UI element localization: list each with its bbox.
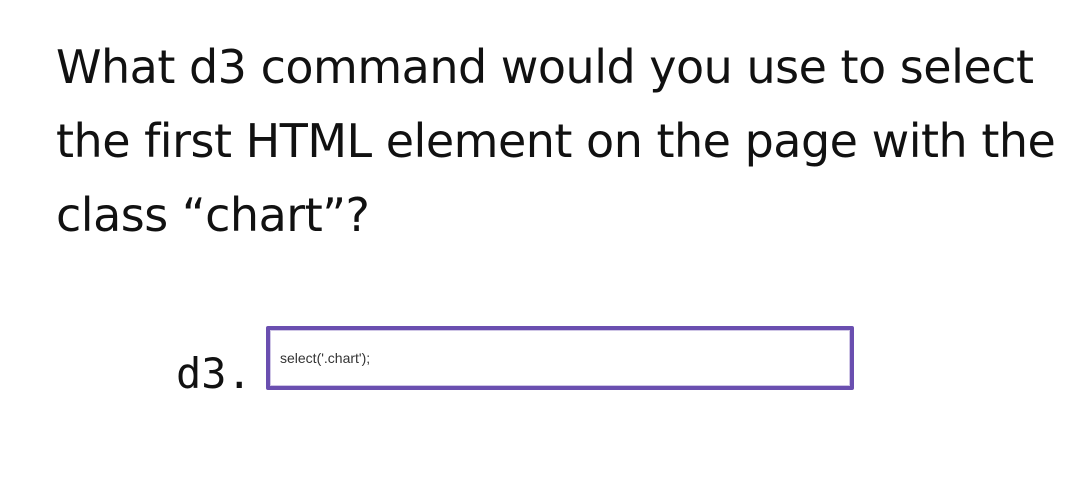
answer-input[interactable]: [266, 326, 854, 390]
question-text: What d3 command would you use to select …: [56, 40, 1056, 242]
code-prefix: d3.: [176, 349, 252, 398]
